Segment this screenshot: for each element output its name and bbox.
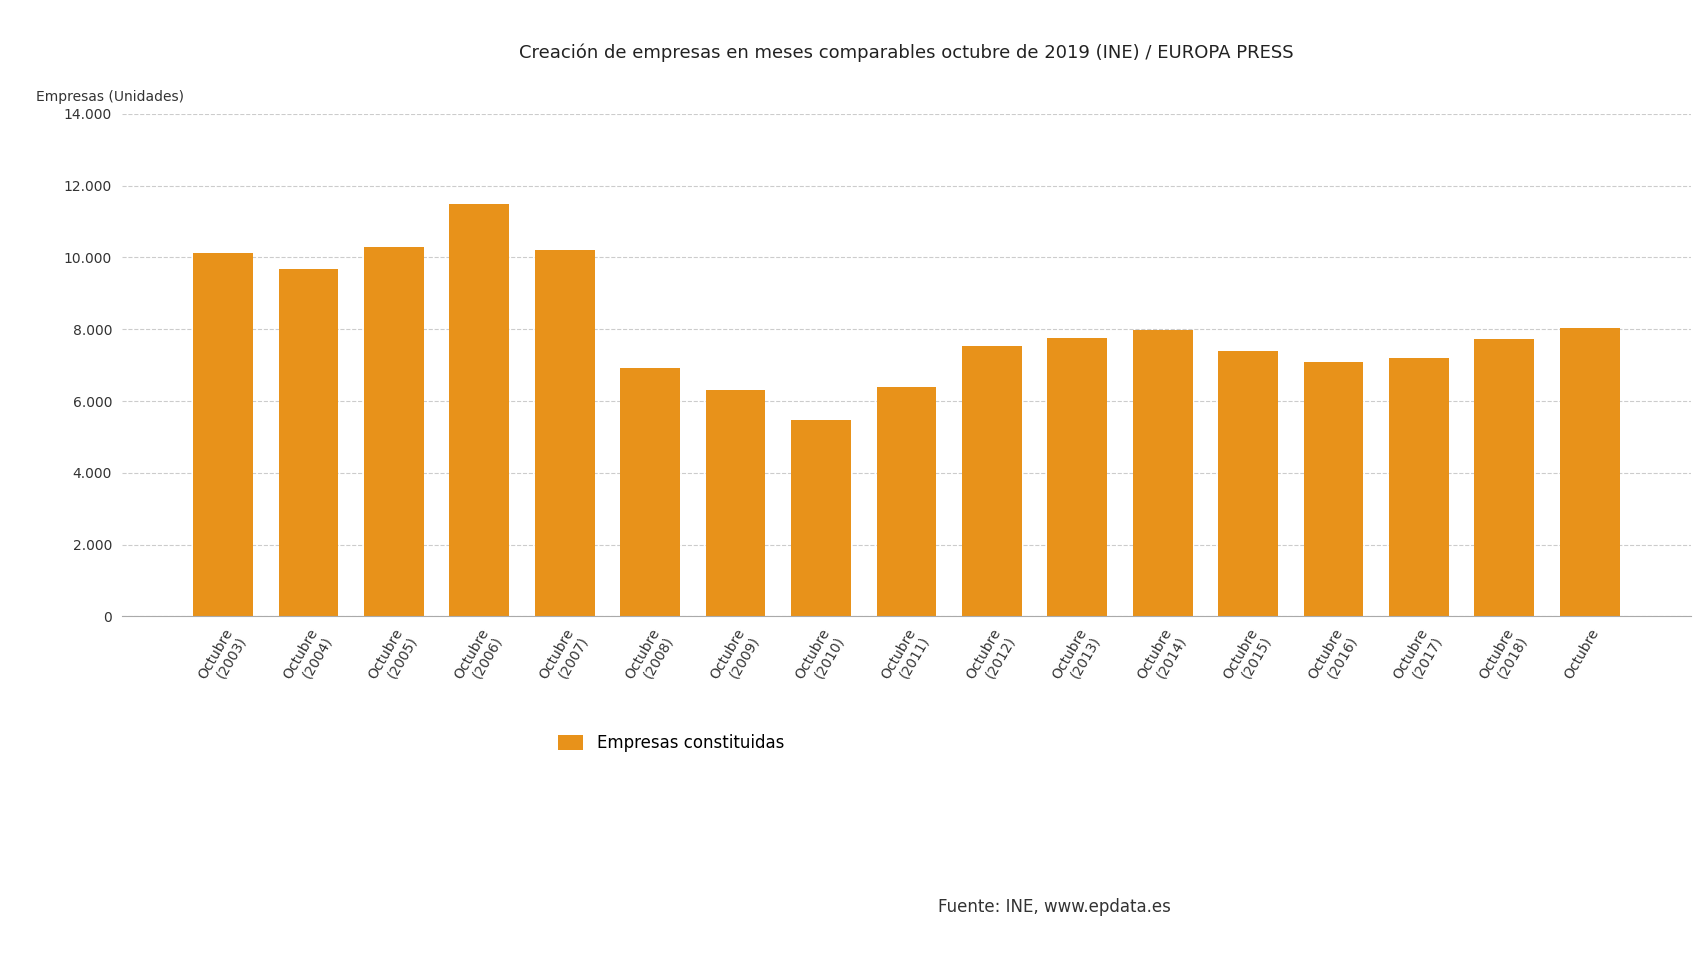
Bar xyxy=(1047,338,1107,616)
Bar xyxy=(1132,329,1192,616)
Text: Fuente: INE, www.epdata.es: Fuente: INE, www.epdata.es xyxy=(938,899,1171,916)
Bar xyxy=(363,248,423,616)
Legend: Empresas constituidas: Empresas constituidas xyxy=(551,728,789,758)
Title: Creación de empresas en meses comparables octubre de 2019 (INE) / EUROPA PRESS: Creación de empresas en meses comparable… xyxy=(518,44,1292,62)
Bar xyxy=(193,252,252,616)
Bar xyxy=(791,420,851,616)
Bar xyxy=(876,387,936,616)
Bar xyxy=(1217,350,1277,616)
Bar xyxy=(1388,357,1448,616)
Bar xyxy=(706,390,766,616)
Bar xyxy=(1303,362,1362,616)
Text: Empresas (Unidades): Empresas (Unidades) xyxy=(36,90,184,104)
Bar xyxy=(448,204,508,616)
Bar xyxy=(1473,339,1533,616)
Bar xyxy=(1558,327,1618,616)
Bar xyxy=(278,269,338,616)
Bar xyxy=(535,250,595,616)
Bar xyxy=(621,368,680,616)
Bar xyxy=(962,346,1021,616)
